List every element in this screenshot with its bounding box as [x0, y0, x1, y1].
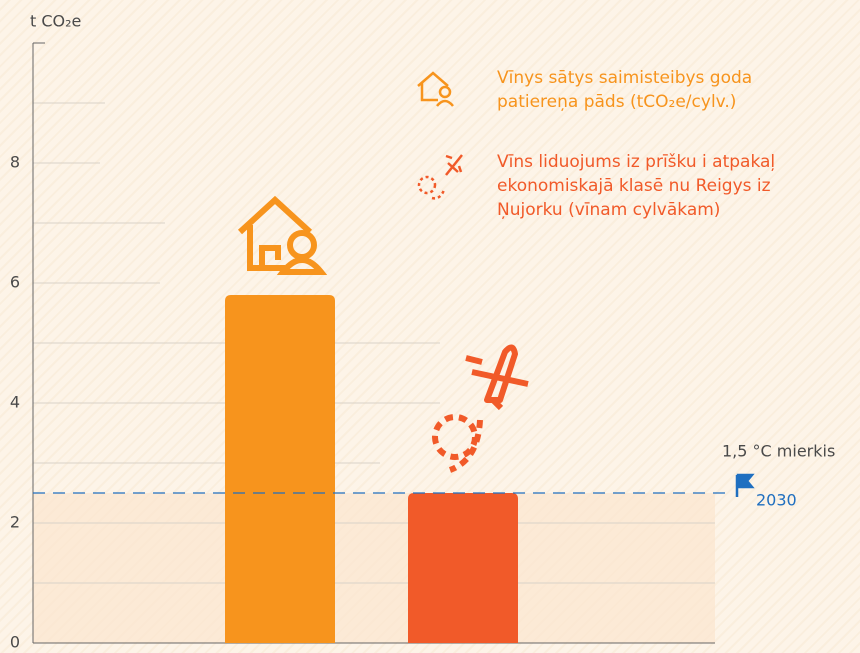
reference-sublabel: 2030 [756, 491, 797, 510]
y-tick-label: 0 [10, 633, 20, 652]
bar-icon-plane [432, 344, 529, 473]
y-tick-label: 8 [10, 153, 20, 172]
legend-icon-house [417, 71, 454, 107]
y-tick-label: 2 [10, 513, 20, 532]
target-band [33, 493, 715, 643]
legend-entry: Vīns liduojums iz prīšku i atpakaļ ekono… [497, 152, 776, 220]
bar [225, 295, 335, 643]
legend-icon-plane [417, 154, 463, 200]
bar-icon-house [237, 195, 328, 275]
reference-label: 1,5 °C mierkis [722, 442, 835, 461]
reference-flag [735, 473, 755, 497]
y-tick-label: 4 [10, 393, 20, 412]
y-tick-label: 6 [10, 273, 20, 292]
y-axis-label: t CO₂e [30, 12, 81, 31]
legend-entry: Vīnys sātys saimisteibys goda patiereņa … [497, 68, 753, 112]
bar [408, 493, 518, 643]
